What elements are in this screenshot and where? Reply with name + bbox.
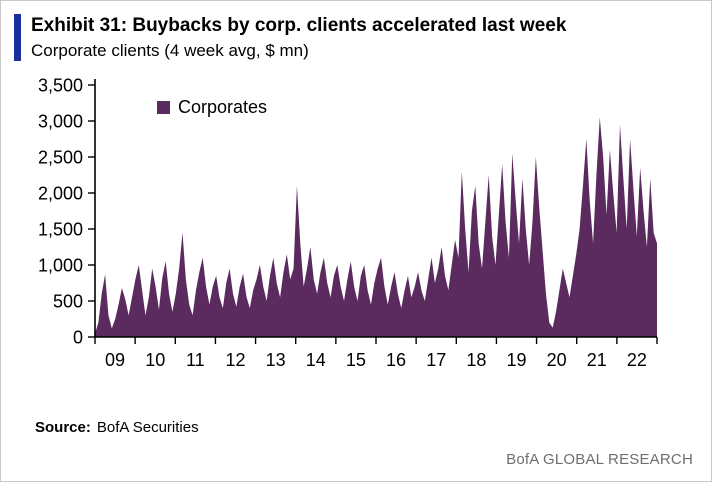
exhibit-header: Exhibit 31: Buybacks by corp. clients ac… <box>1 1 711 62</box>
y-tick-label: 500 <box>53 291 83 311</box>
x-tick-label: 15 <box>346 350 366 370</box>
x-tick-label: 16 <box>386 350 406 370</box>
x-tick-label: 13 <box>266 350 286 370</box>
chart-area: 0 500 1,000 1,500 2,000 2,500 3,000 3,500 09 10 11… <box>9 73 689 395</box>
x-tick-label: 20 <box>547 350 567 370</box>
y-tick-label: 1,500 <box>38 219 83 239</box>
x-tick-label: 12 <box>225 350 245 370</box>
legend-label: Corporates <box>178 97 268 118</box>
legend-swatch <box>157 101 170 115</box>
x-tick-label: 14 <box>306 350 326 370</box>
y-tick-label: 0 <box>73 327 83 347</box>
x-tick-label: 18 <box>466 350 486 370</box>
y-tick-label: 2,500 <box>38 147 83 167</box>
y-tick-label: 3,500 <box>38 75 83 95</box>
corporates-area-chart: 0 500 1,000 1,500 2,000 2,500 3,000 3,500 09 10 11… <box>38 75 658 370</box>
x-tick-label: 22 <box>627 350 647 370</box>
series-corporates-area <box>95 117 657 338</box>
y-tick-label: 2,000 <box>38 183 83 203</box>
y-tick-label: 1,000 <box>38 255 83 275</box>
y-tick-label: 3,000 <box>38 111 83 131</box>
x-tick-label: 10 <box>145 350 165 370</box>
source-value: BofA Securities <box>96 419 199 437</box>
exhibit-subtitle: Corporate clients (4 week avg, $ mn) <box>31 40 309 60</box>
source-label: Source: <box>35 419 91 437</box>
header-text-block: Exhibit 31: Buybacks by corp. clients ac… <box>31 14 566 61</box>
source-line: Source: BofA Securities <box>35 419 711 436</box>
legend: Corporates <box>157 97 267 118</box>
brand-footer: BofA GLOBAL RESEARCH <box>506 451 693 468</box>
exhibit-title: Exhibit 31: Buybacks by corp. clients ac… <box>31 15 567 36</box>
x-tick-label: 09 <box>105 350 125 370</box>
x-tick-label: 11 <box>186 350 205 370</box>
x-tick-label: 19 <box>506 350 526 370</box>
x-tick-label: 17 <box>426 350 446 370</box>
accent-bar <box>14 14 21 62</box>
x-tick-label: 21 <box>587 350 607 370</box>
